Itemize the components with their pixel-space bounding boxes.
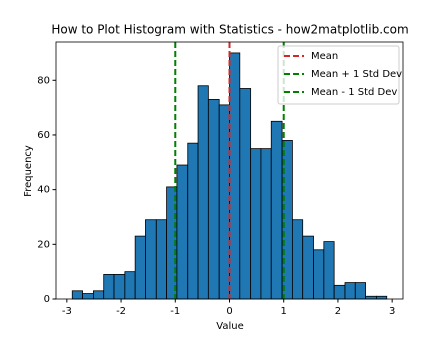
bar [333,284,346,300]
x-tick-label: 0 [226,306,232,317]
bar [145,219,157,300]
bar [323,241,335,300]
bar [134,235,146,300]
x-tick-label: -1 [170,306,180,317]
bar [82,293,94,300]
bar [365,295,377,300]
x-tick-label: -2 [116,306,126,317]
legend-label: Mean [311,51,338,62]
bar [113,273,126,300]
bar [250,148,262,300]
bar [270,120,283,300]
bar [313,249,325,300]
bar [207,99,220,300]
bar [229,52,241,300]
y-tick-label: 60 [37,130,50,141]
bar [197,85,209,300]
bar [218,104,230,300]
y-tick-label: 40 [37,185,50,196]
y-tick-label: 20 [37,239,50,250]
x-tick-label: -3 [62,306,72,317]
bar [260,148,272,300]
bar [71,290,83,300]
x-axis-label: Value [216,321,243,332]
bar [103,273,115,300]
bar [187,142,199,300]
bar [124,271,136,300]
bar [93,290,105,300]
y-tick-label: 0 [44,294,50,305]
legend-box [277,45,400,105]
legend-label: Mean + 1 Std Dev [311,69,402,80]
bar [354,282,366,300]
bar [376,295,388,300]
x-tick-label: 3 [389,306,395,317]
bar [155,219,168,300]
bar [344,282,356,300]
y-tick-label: 80 [37,75,50,86]
x-tick-label: 1 [281,306,287,317]
x-tick-label: 2 [335,306,341,317]
y-axis-label: Frequency [23,145,34,197]
legend-label: Mean - 1 Std Dev [311,87,397,98]
bar [176,164,189,300]
chart-title: How to Plot Histogram with Statistics - … [51,23,408,37]
bar [239,88,252,300]
bar [302,235,314,300]
bar [291,219,304,300]
